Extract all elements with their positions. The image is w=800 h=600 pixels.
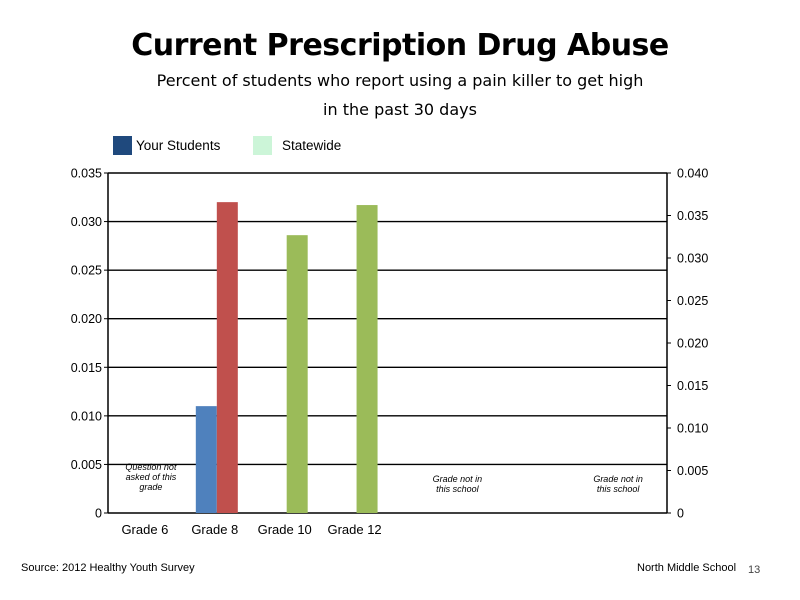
chart-subtitle: Percent of students who report using a p… bbox=[100, 66, 700, 124]
legend-swatch-statewide bbox=[253, 136, 272, 155]
chart-title: Current Prescription Drug Abuse bbox=[131, 28, 669, 63]
right-tick-label-0: 0 bbox=[677, 507, 684, 521]
annotation-1-line-1: this school bbox=[436, 484, 480, 494]
x-label-grade-12: Grade 12 bbox=[327, 522, 381, 537]
legend-label-your-students: Your Students bbox=[136, 138, 221, 153]
left-tick-label-2: 0.010 bbox=[71, 409, 102, 423]
legend-label-statewide: Statewide bbox=[282, 138, 342, 153]
right-tick-label-5: 0.025 bbox=[677, 294, 708, 308]
annotation-1-line-0: Grade not in bbox=[433, 474, 483, 484]
source-note: Source: 2012 Healthy Youth Survey bbox=[21, 562, 195, 574]
bar-your-students-grade-8 bbox=[195, 406, 217, 513]
bar-statewide-grade-8 bbox=[216, 202, 238, 513]
right-tick-label-3: 0.015 bbox=[677, 379, 708, 393]
school-name: North Middle School bbox=[637, 562, 737, 574]
annotation-2-line-1: this school bbox=[597, 484, 641, 494]
bar-statewide-grade-12 bbox=[356, 205, 378, 514]
left-tick-label-5: 0.025 bbox=[71, 264, 102, 278]
annotation-0: Question not asked of this grade bbox=[125, 462, 177, 492]
annotation-2-line-0: Grade not in bbox=[593, 474, 643, 484]
right-tick-label-4: 0.020 bbox=[677, 337, 708, 351]
bar-statewide-grade-10 bbox=[286, 235, 308, 513]
annotation-2: Grade not in this school bbox=[593, 474, 643, 494]
legend-swatch-your-students bbox=[113, 136, 132, 155]
legend-item-statewide: Statewide bbox=[253, 136, 341, 155]
left-tick-label-1: 0.005 bbox=[71, 458, 102, 472]
left-tick-label-0: 0 bbox=[95, 507, 102, 521]
right-tick-label-8: 0.040 bbox=[677, 167, 708, 181]
chart-subtitle-line-2: in the past 30 days bbox=[323, 100, 477, 119]
x-label-grade-8: Grade 8 bbox=[191, 522, 238, 537]
legend-item-your-students: Your Students bbox=[113, 136, 220, 155]
x-label-grade-10: Grade 10 bbox=[258, 522, 312, 537]
annotation-0-line-2: grade bbox=[139, 482, 162, 492]
right-tick-label-7: 0.035 bbox=[677, 209, 708, 223]
left-tick-label-6: 0.030 bbox=[71, 215, 102, 229]
right-tick-label-2: 0.010 bbox=[677, 422, 708, 436]
annotation-0-line-0: Question not bbox=[125, 462, 177, 472]
right-tick-label-1: 0.005 bbox=[677, 464, 708, 478]
left-tick-label-3: 0.015 bbox=[71, 361, 102, 375]
annotation-0-line-1: asked of this bbox=[126, 472, 177, 482]
left-tick-label-4: 0.020 bbox=[71, 312, 102, 326]
left-tick-label-7: 0.035 bbox=[71, 167, 102, 181]
annotation-1: Grade not in this school bbox=[433, 474, 483, 494]
x-label-grade-6: Grade 6 bbox=[121, 522, 168, 537]
chart-subtitle-line-1: Percent of students who report using a p… bbox=[156, 71, 644, 90]
page-number: 13 bbox=[748, 564, 761, 576]
right-tick-label-6: 0.030 bbox=[677, 252, 708, 266]
